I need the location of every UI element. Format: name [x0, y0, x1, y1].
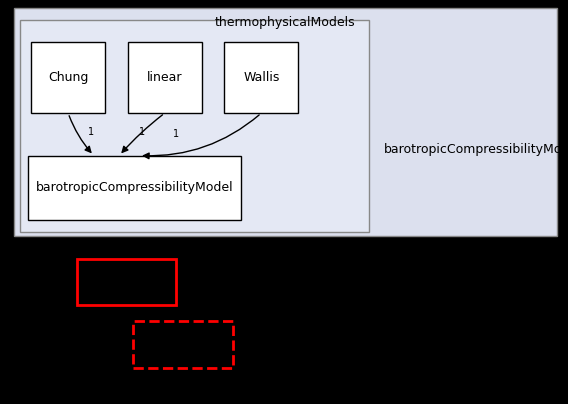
- FancyBboxPatch shape: [31, 42, 105, 113]
- FancyBboxPatch shape: [77, 259, 176, 305]
- Text: 1: 1: [139, 127, 145, 137]
- Text: barotropicCompressibilityModel: barotropicCompressibilityModel: [36, 181, 233, 194]
- FancyBboxPatch shape: [128, 42, 202, 113]
- FancyBboxPatch shape: [20, 20, 369, 232]
- Text: 1: 1: [88, 127, 94, 137]
- Text: thermophysicalModels: thermophysicalModels: [215, 16, 356, 29]
- FancyBboxPatch shape: [133, 321, 233, 368]
- Text: 1: 1: [173, 129, 179, 139]
- FancyBboxPatch shape: [28, 156, 241, 220]
- Text: Chung: Chung: [48, 71, 89, 84]
- Text: barotropicCompressibilityModel: barotropicCompressibilityModel: [383, 143, 568, 156]
- FancyBboxPatch shape: [224, 42, 298, 113]
- Text: linear: linear: [147, 71, 182, 84]
- FancyBboxPatch shape: [14, 8, 557, 236]
- Text: Wallis: Wallis: [243, 71, 279, 84]
